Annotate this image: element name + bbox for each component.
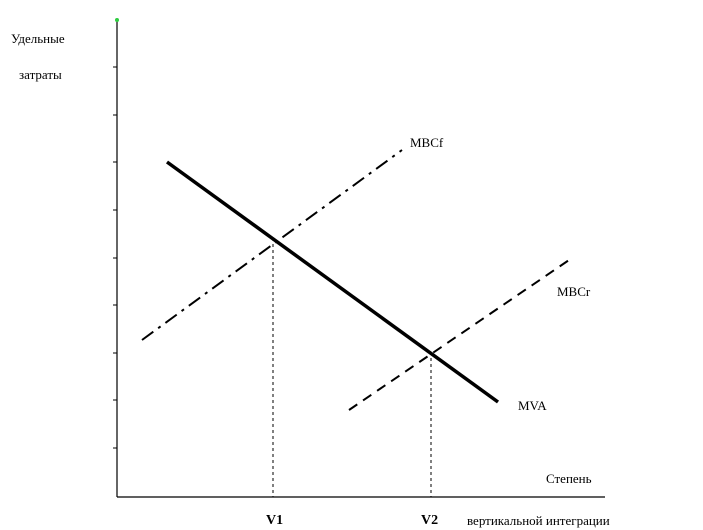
x-axis-label-line1: Степень [546,471,592,486]
mbcf-curve [141,149,403,341]
y-axis-ticks [113,66,117,449]
mva-label: MVA [518,398,547,413]
mbcr-label: MBCr [557,284,591,299]
mbcf-label: MBCf [410,135,444,150]
v1-label: V1 [266,513,283,528]
x-axis-label-line2: вертикальной интеграции [467,513,610,528]
y-axis-label-line1: Удельные [11,31,65,46]
mva-curve [165,160,500,404]
mbcr-curve [348,257,573,411]
y-axis-tip [115,18,119,22]
y-axis-label-line2: затраты [19,67,62,82]
v2-label: V2 [421,513,438,528]
